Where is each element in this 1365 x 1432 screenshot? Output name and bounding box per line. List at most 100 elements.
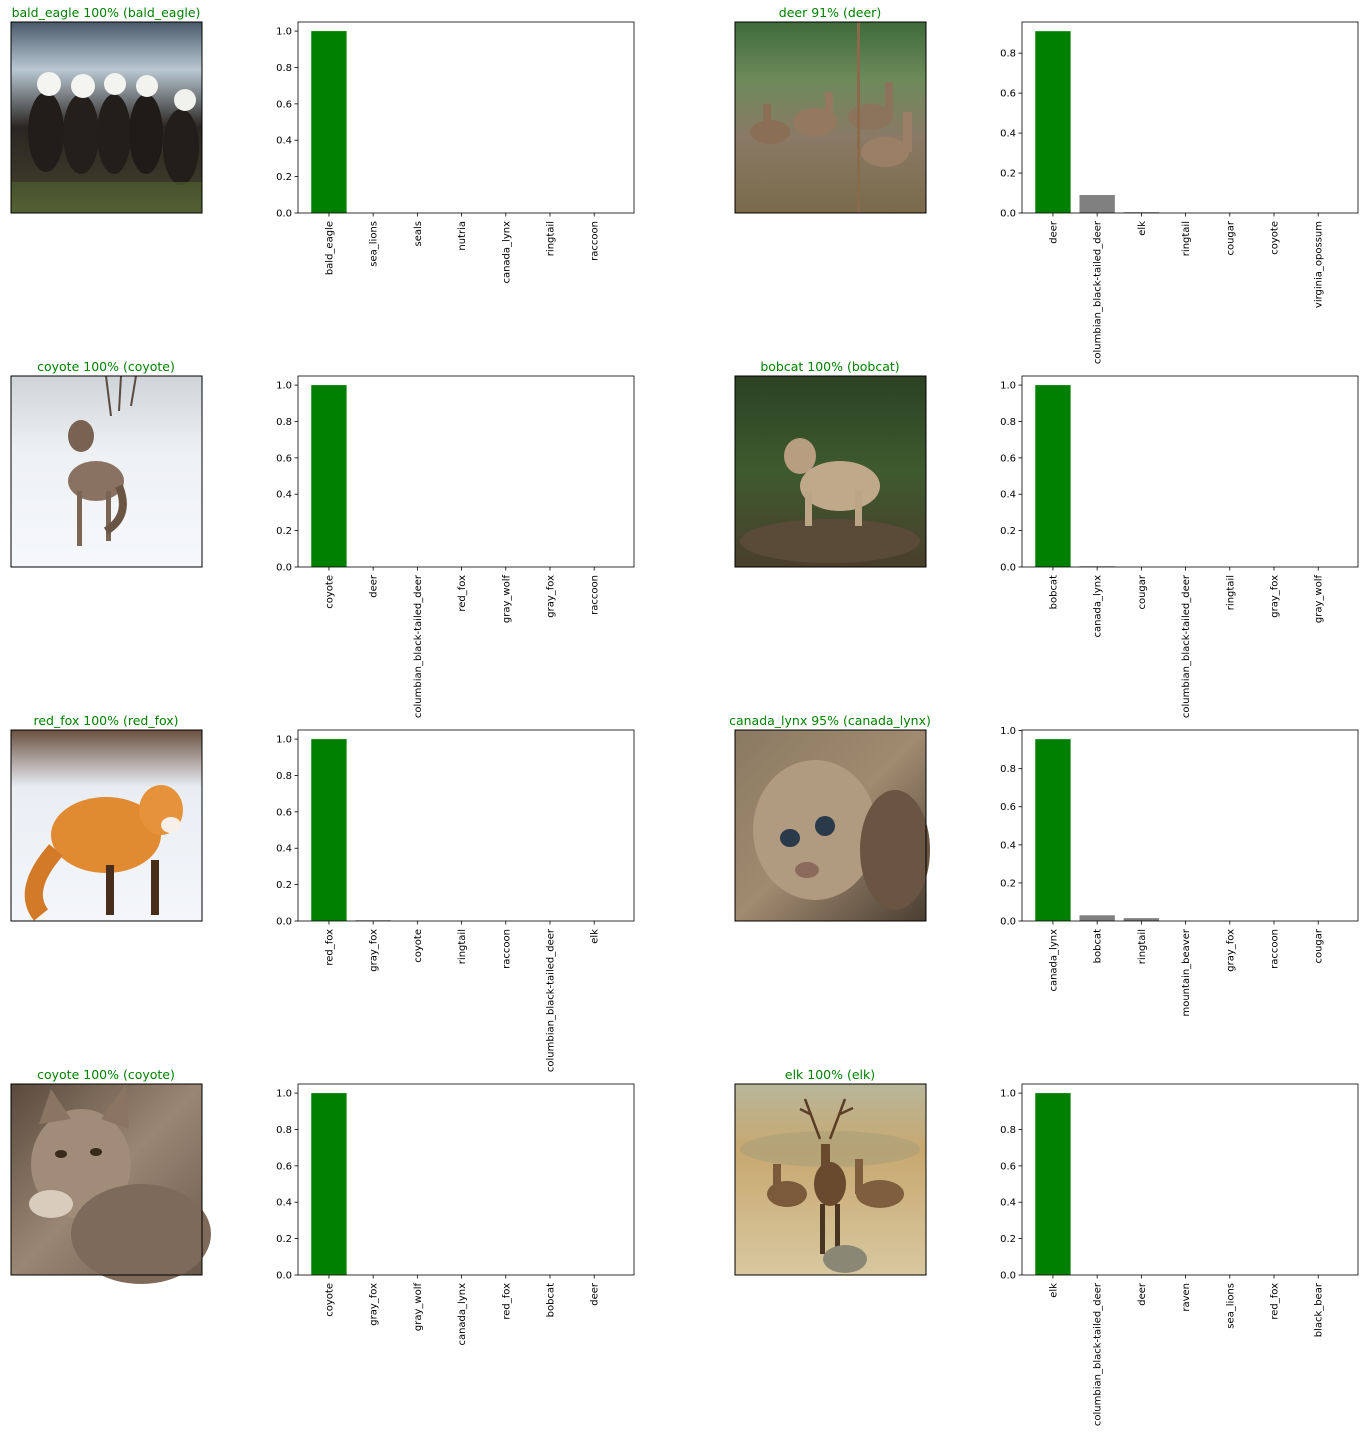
y-tick-label: 0.8 [276,417,292,428]
lynx-kitten-photo [753,760,930,910]
photo-panel-7 [10,1083,211,1284]
x-tick-label-red_fox: red_fox [1270,1283,1281,1320]
x-tick-label-columbian_black-tailed_deer: columbian_black-tailed_deer [413,574,424,718]
y-tick-label: 0.6 [1000,1161,1016,1172]
y-tick-label: 0.6 [276,1161,292,1172]
red-fox-snow-photo [24,785,183,921]
bar-columbian_black-tailed_deer [1079,195,1115,213]
x-tick-label-coyote: coyote [324,575,335,609]
x-tick-label-red_fox: red_fox [501,1283,512,1320]
x-tick-label-mountain_beaver: mountain_beaver [1181,928,1192,1016]
photo-panel-6 [734,729,930,922]
y-tick-label: 0.8 [276,63,292,74]
axes-frame [297,1083,635,1276]
y-tick-label: 0.4 [276,136,292,147]
y-tick-label: 0.2 [276,880,292,891]
y-tick-label: 1.0 [1000,1089,1016,1100]
x-tick-label-ringtail: ringtail [1137,929,1148,964]
x-tick-label-raven: raven [1181,1283,1192,1312]
y-tick-label: 0.0 [1000,917,1016,928]
bar-chart-4: 0.0 0.2 0.4 0.6 0.8 1.0 bobcat canada_lynx couga… [1000,375,1359,718]
y-tick-label: 1.0 [1000,381,1016,392]
y-tick-label: 1.0 [276,27,292,38]
y-tick-label: 0.6 [276,807,292,818]
y-tick-label: 0.4 [276,844,292,855]
y-tick-label: 0.4 [1000,840,1016,851]
bar-deer [1035,31,1071,213]
y-tick-label: 0.0 [1000,1271,1016,1282]
photo-panel-2 [734,21,927,214]
deer-herd-photo [750,22,912,213]
bald-eagles-photo [11,72,202,213]
bar-chart-8: 0.0 0.2 0.4 0.6 0.8 1.0 elk columbian_black-tai… [1000,1083,1359,1426]
y-tick-label: 0.4 [1000,490,1016,501]
x-tick-label-raccoon: raccoon [1270,929,1281,969]
y-tick-label: 1.0 [276,381,292,392]
x-tick-label-sea_lions: sea_lions [369,221,380,267]
x-tick-label-elk: elk [590,929,601,944]
coyote-snow-photo [68,375,137,546]
x-tick-label-canada_lynx: canada_lynx [1048,929,1059,992]
bar-chart-6: 0.0 0.2 0.4 0.6 0.8 1.0 canada_lynx bobcat ringt… [1000,726,1359,1017]
bar-chart-7: 0.0 0.2 0.4 0.6 0.8 1.0 coyote gray_fox gray_wol… [276,1083,635,1346]
x-tick-label-columbian_black-tailed_deer: columbian_black-tailed_deer [1093,220,1104,364]
y-tick-label: 0.8 [1000,49,1016,60]
bar-chart-5: 0.0 0.2 0.4 0.6 0.8 1.0 red_fox gray_fox coyote r… [276,729,635,1072]
x-tick-label-columbian_black-tailed_deer: columbian_black-tailed_deer [546,928,557,1072]
x-tick-label-coyote: coyote [324,1283,335,1317]
y-tick-label: 1.0 [276,1089,292,1100]
x-tick-label-cougar: cougar [1314,928,1325,963]
bar-red_fox [311,739,347,921]
photo-panel-1 [10,21,203,214]
x-tick-label-black_bear: black_bear [1314,1282,1325,1337]
bar-chart-2: 0.0 0.2 0.4 0.6 0.8 deer columbian_black-taile… [1000,21,1359,364]
x-tick-label-deer: deer [369,574,380,598]
y-tick-label: 0.0 [276,563,292,574]
x-tick-label-coyote: coyote [1270,221,1281,255]
y-tick-label: 0.2 [1000,1234,1016,1245]
y-tick-label: 0.8 [276,771,292,782]
y-tick-label: 0.6 [1000,453,1016,464]
x-tick-label-bobcat: bobcat [1048,575,1059,609]
x-tick-label-cougar: cougar [1225,220,1236,255]
y-tick-label: 0.4 [276,490,292,501]
x-tick-label-ringtail: ringtail [546,221,557,256]
y-tick-label: 0.2 [1000,878,1016,889]
photo-title-1: bald_eagle 100% (bald_eagle) [12,5,201,20]
y-tick-label: 0.0 [276,917,292,928]
bar-bobcat [1035,385,1071,567]
x-tick-label-deer: deer [1048,220,1059,244]
photo-title-4: bobcat 100% (bobcat) [760,359,899,374]
x-tick-label-raccoon: raccoon [501,929,512,969]
x-tick-label-gray_fox: gray_fox [546,575,557,618]
y-tick-label: 0.4 [1000,129,1016,140]
axes-frame [1021,1083,1359,1276]
y-tick-label: 0.8 [276,1125,292,1136]
y-tick-label: 0.4 [276,1198,292,1209]
x-tick-label-canada_lynx: canada_lynx [501,221,512,284]
x-tick-label-bald_eagle: bald_eagle [324,221,335,275]
x-tick-label-columbian_black-tailed_deer: columbian_black-tailed_deer [1181,574,1192,718]
x-tick-label-elk: elk [1137,221,1148,236]
x-tick-label-bobcat: bobcat [1093,929,1104,963]
y-tick-label: 0.0 [276,209,292,220]
axes-frame [297,21,635,214]
y-tick-label: 0.2 [1000,526,1016,537]
x-tick-label-bobcat: bobcat [546,1283,557,1317]
x-tick-label-gray_fox: gray_fox [369,929,380,972]
x-tick-label-nutria: nutria [457,221,468,251]
photo-panel-5 [10,729,203,922]
x-tick-label-gray_wolf: gray_wolf [413,1283,424,1332]
photo-title-7: coyote 100% (coyote) [37,1067,175,1082]
axes-frame [1021,21,1359,214]
x-tick-label-deer: deer [1137,1282,1148,1306]
y-tick-label: 0.6 [1000,802,1016,813]
photo-panel-4 [734,375,927,568]
axes-frame [297,375,635,568]
x-tick-label-ringtail: ringtail [457,929,468,964]
x-tick-label-raccoon: raccoon [590,221,601,261]
y-tick-label: 1.0 [1000,726,1016,737]
photo-title-6: canada_lynx 95% (canada_lynx) [729,713,931,728]
x-tick-label-raccoon: raccoon [590,575,601,615]
bar-canada_lynx [1035,739,1071,921]
